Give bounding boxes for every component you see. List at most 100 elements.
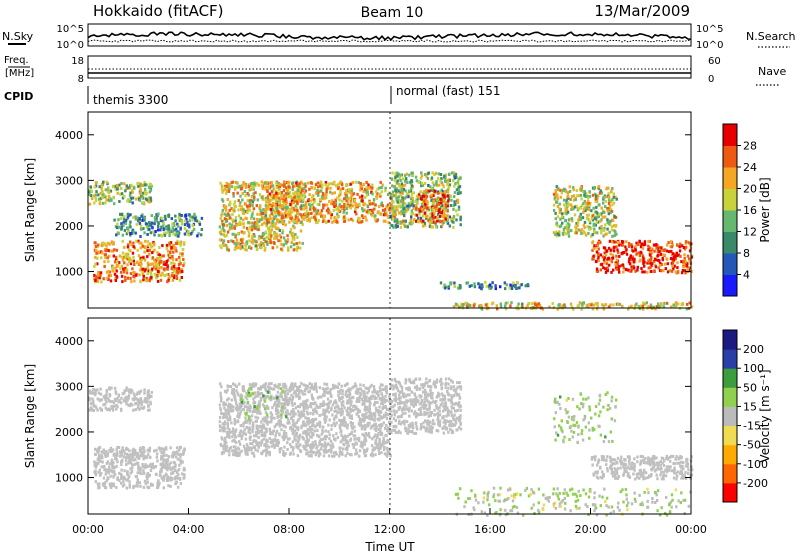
power-cell (401, 192, 404, 195)
power-cell (96, 273, 100, 277)
power-cell (446, 209, 449, 213)
velocity-ground-cell (342, 447, 345, 451)
power-cell (184, 214, 188, 218)
power-cell (596, 301, 599, 305)
velocity-ground-cell (170, 455, 174, 458)
velocity-ground-cell (295, 426, 299, 430)
power-cell (303, 204, 306, 208)
power-cell (150, 277, 153, 281)
velocity-ground-cell (219, 382, 222, 386)
power-cell (344, 192, 347, 196)
power-cell (131, 201, 134, 205)
power-cell (260, 212, 263, 215)
velocity-ground-cell (365, 411, 368, 415)
velocity-ground-cell (218, 416, 222, 419)
power-cell (330, 202, 333, 206)
power-cell (246, 208, 249, 212)
power-cell (242, 208, 245, 212)
velocity-ground-cell (155, 452, 159, 456)
power-cell (146, 272, 149, 276)
velocity-ground-cell (147, 473, 151, 477)
power-cell (118, 183, 121, 187)
power-cell (582, 301, 586, 305)
power-cell (591, 257, 594, 261)
power-cell (142, 227, 145, 231)
power-cell (144, 222, 148, 226)
power-cell (565, 199, 568, 203)
power-cell (634, 245, 637, 249)
power-cell (295, 190, 299, 194)
power-cell (464, 301, 467, 305)
velocity-ground-cell (294, 412, 297, 416)
power-cell (605, 249, 609, 253)
velocity-ground-cell (129, 403, 132, 407)
power-cell (314, 214, 317, 217)
power-cell (115, 248, 119, 252)
power-cell (271, 223, 274, 227)
power-cell (283, 196, 286, 200)
power-cell (595, 194, 598, 198)
power-cell (587, 208, 591, 212)
velocity-ground-cell (166, 475, 170, 479)
power-cell (187, 223, 191, 227)
velocity-ground-cell (97, 448, 101, 452)
velocity-ground-cell (359, 387, 363, 391)
power-cell (397, 182, 401, 186)
power-cell (380, 186, 383, 189)
power-cell (332, 208, 335, 212)
power-cell (621, 240, 625, 244)
power-cell (301, 189, 304, 193)
power-cell (129, 231, 132, 235)
velocity-ground-cell (274, 434, 277, 437)
power-cell (298, 184, 301, 188)
power-cell (106, 198, 110, 202)
power-cell (132, 245, 135, 248)
power-cell (240, 205, 244, 209)
power-cell (414, 213, 417, 217)
power-cell (408, 173, 411, 177)
power-cell (369, 202, 372, 206)
power-cell (686, 268, 689, 271)
velocity-ground-cell (375, 396, 378, 400)
velocity-ground-cell (268, 429, 272, 433)
velocity-ground-cell (132, 392, 136, 396)
velocity-ground-cell (174, 482, 177, 486)
power-cell (154, 264, 157, 268)
power-cell (565, 224, 568, 228)
power-cell (612, 240, 616, 244)
power-cell (435, 208, 438, 212)
power-cell (531, 302, 534, 306)
velocity-ground-cell (224, 415, 227, 419)
power-cell (406, 225, 409, 229)
power-cell (272, 187, 275, 191)
power-cell (599, 219, 602, 223)
power-cell (179, 262, 182, 266)
velocity-ground-cell (328, 418, 331, 422)
power-cell (440, 225, 443, 229)
power-cell (587, 195, 590, 198)
velocity-ground-cell (316, 396, 320, 400)
power-cell (596, 304, 599, 308)
power-cell (134, 273, 138, 277)
power-cell (583, 226, 586, 230)
power-cell (616, 248, 619, 252)
power-cell (306, 213, 309, 217)
power-cell (268, 214, 272, 218)
power-cell (417, 180, 421, 184)
power-cell (261, 187, 264, 191)
y-tick-label: 3000 (55, 174, 83, 187)
power-cell (247, 193, 250, 197)
velocity-ground-cell (124, 456, 127, 460)
power-cell (440, 181, 443, 185)
power-cell (316, 189, 319, 192)
power-cell (575, 189, 578, 192)
velocity-ground-cell (150, 395, 153, 398)
power-cell (139, 256, 143, 260)
power-cell (307, 212, 310, 216)
power-cell (394, 172, 397, 176)
velocity-ground-cell (166, 478, 169, 482)
power-cell (620, 251, 623, 255)
velocity-ground-cell (89, 402, 92, 406)
power-cell (252, 217, 256, 221)
power-cell (95, 251, 98, 255)
